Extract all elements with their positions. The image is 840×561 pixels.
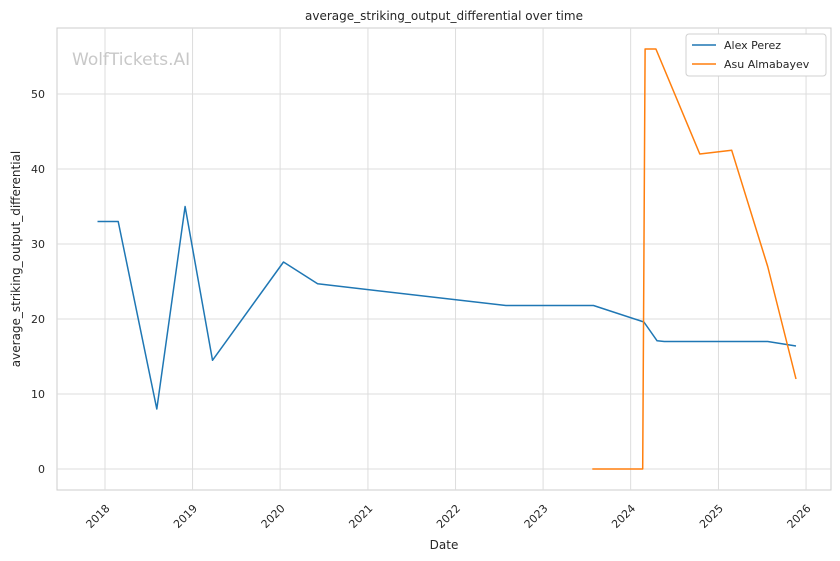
- series-lines: [97, 48, 797, 470]
- x-tick-label: 2023: [522, 502, 551, 531]
- y-axis-label: average_striking_output_differential: [9, 151, 23, 367]
- legend-label-asu-almabayev: Asu Almabayev: [724, 58, 810, 71]
- x-tick-label: 2026: [785, 502, 814, 531]
- y-axis-ticks: 0 10 20 30 40 50: [31, 88, 45, 476]
- legend-box: [685, 33, 827, 77]
- grid: [57, 28, 831, 490]
- series-line-alex-perez: [97, 205, 797, 410]
- x-axis-ticks: 2018 2019 2020 2021 2022 2023 2024 2025 2026: [84, 502, 814, 531]
- y-tick-label: 10: [31, 388, 45, 401]
- x-tick-label: 2025: [697, 502, 726, 531]
- x-tick-label: 2019: [171, 502, 200, 531]
- plot-area: [56, 27, 832, 491]
- y-tick-label: 40: [31, 163, 45, 176]
- watermark: WolfTickets.AI: [72, 50, 190, 70]
- x-tick-label: 2018: [84, 502, 113, 531]
- x-tick-label: 2021: [346, 502, 375, 531]
- y-tick-label: 30: [31, 238, 45, 251]
- x-tick-label: 2024: [609, 502, 638, 531]
- y-tick-label: 20: [31, 313, 45, 326]
- x-axis-label: Date: [430, 538, 459, 552]
- y-tick-label: 0: [38, 463, 45, 476]
- legend-label-alex-perez: Alex Perez: [724, 39, 781, 52]
- y-tick-label: 50: [31, 88, 45, 101]
- x-tick-label: 2020: [259, 502, 288, 531]
- chart-title: average_striking_output_differential ove…: [305, 9, 583, 23]
- x-tick-label: 2022: [434, 502, 463, 531]
- legend: Alex Perez Asu Almabayev: [685, 33, 827, 77]
- series-line-asu-almabayev: [592, 48, 797, 470]
